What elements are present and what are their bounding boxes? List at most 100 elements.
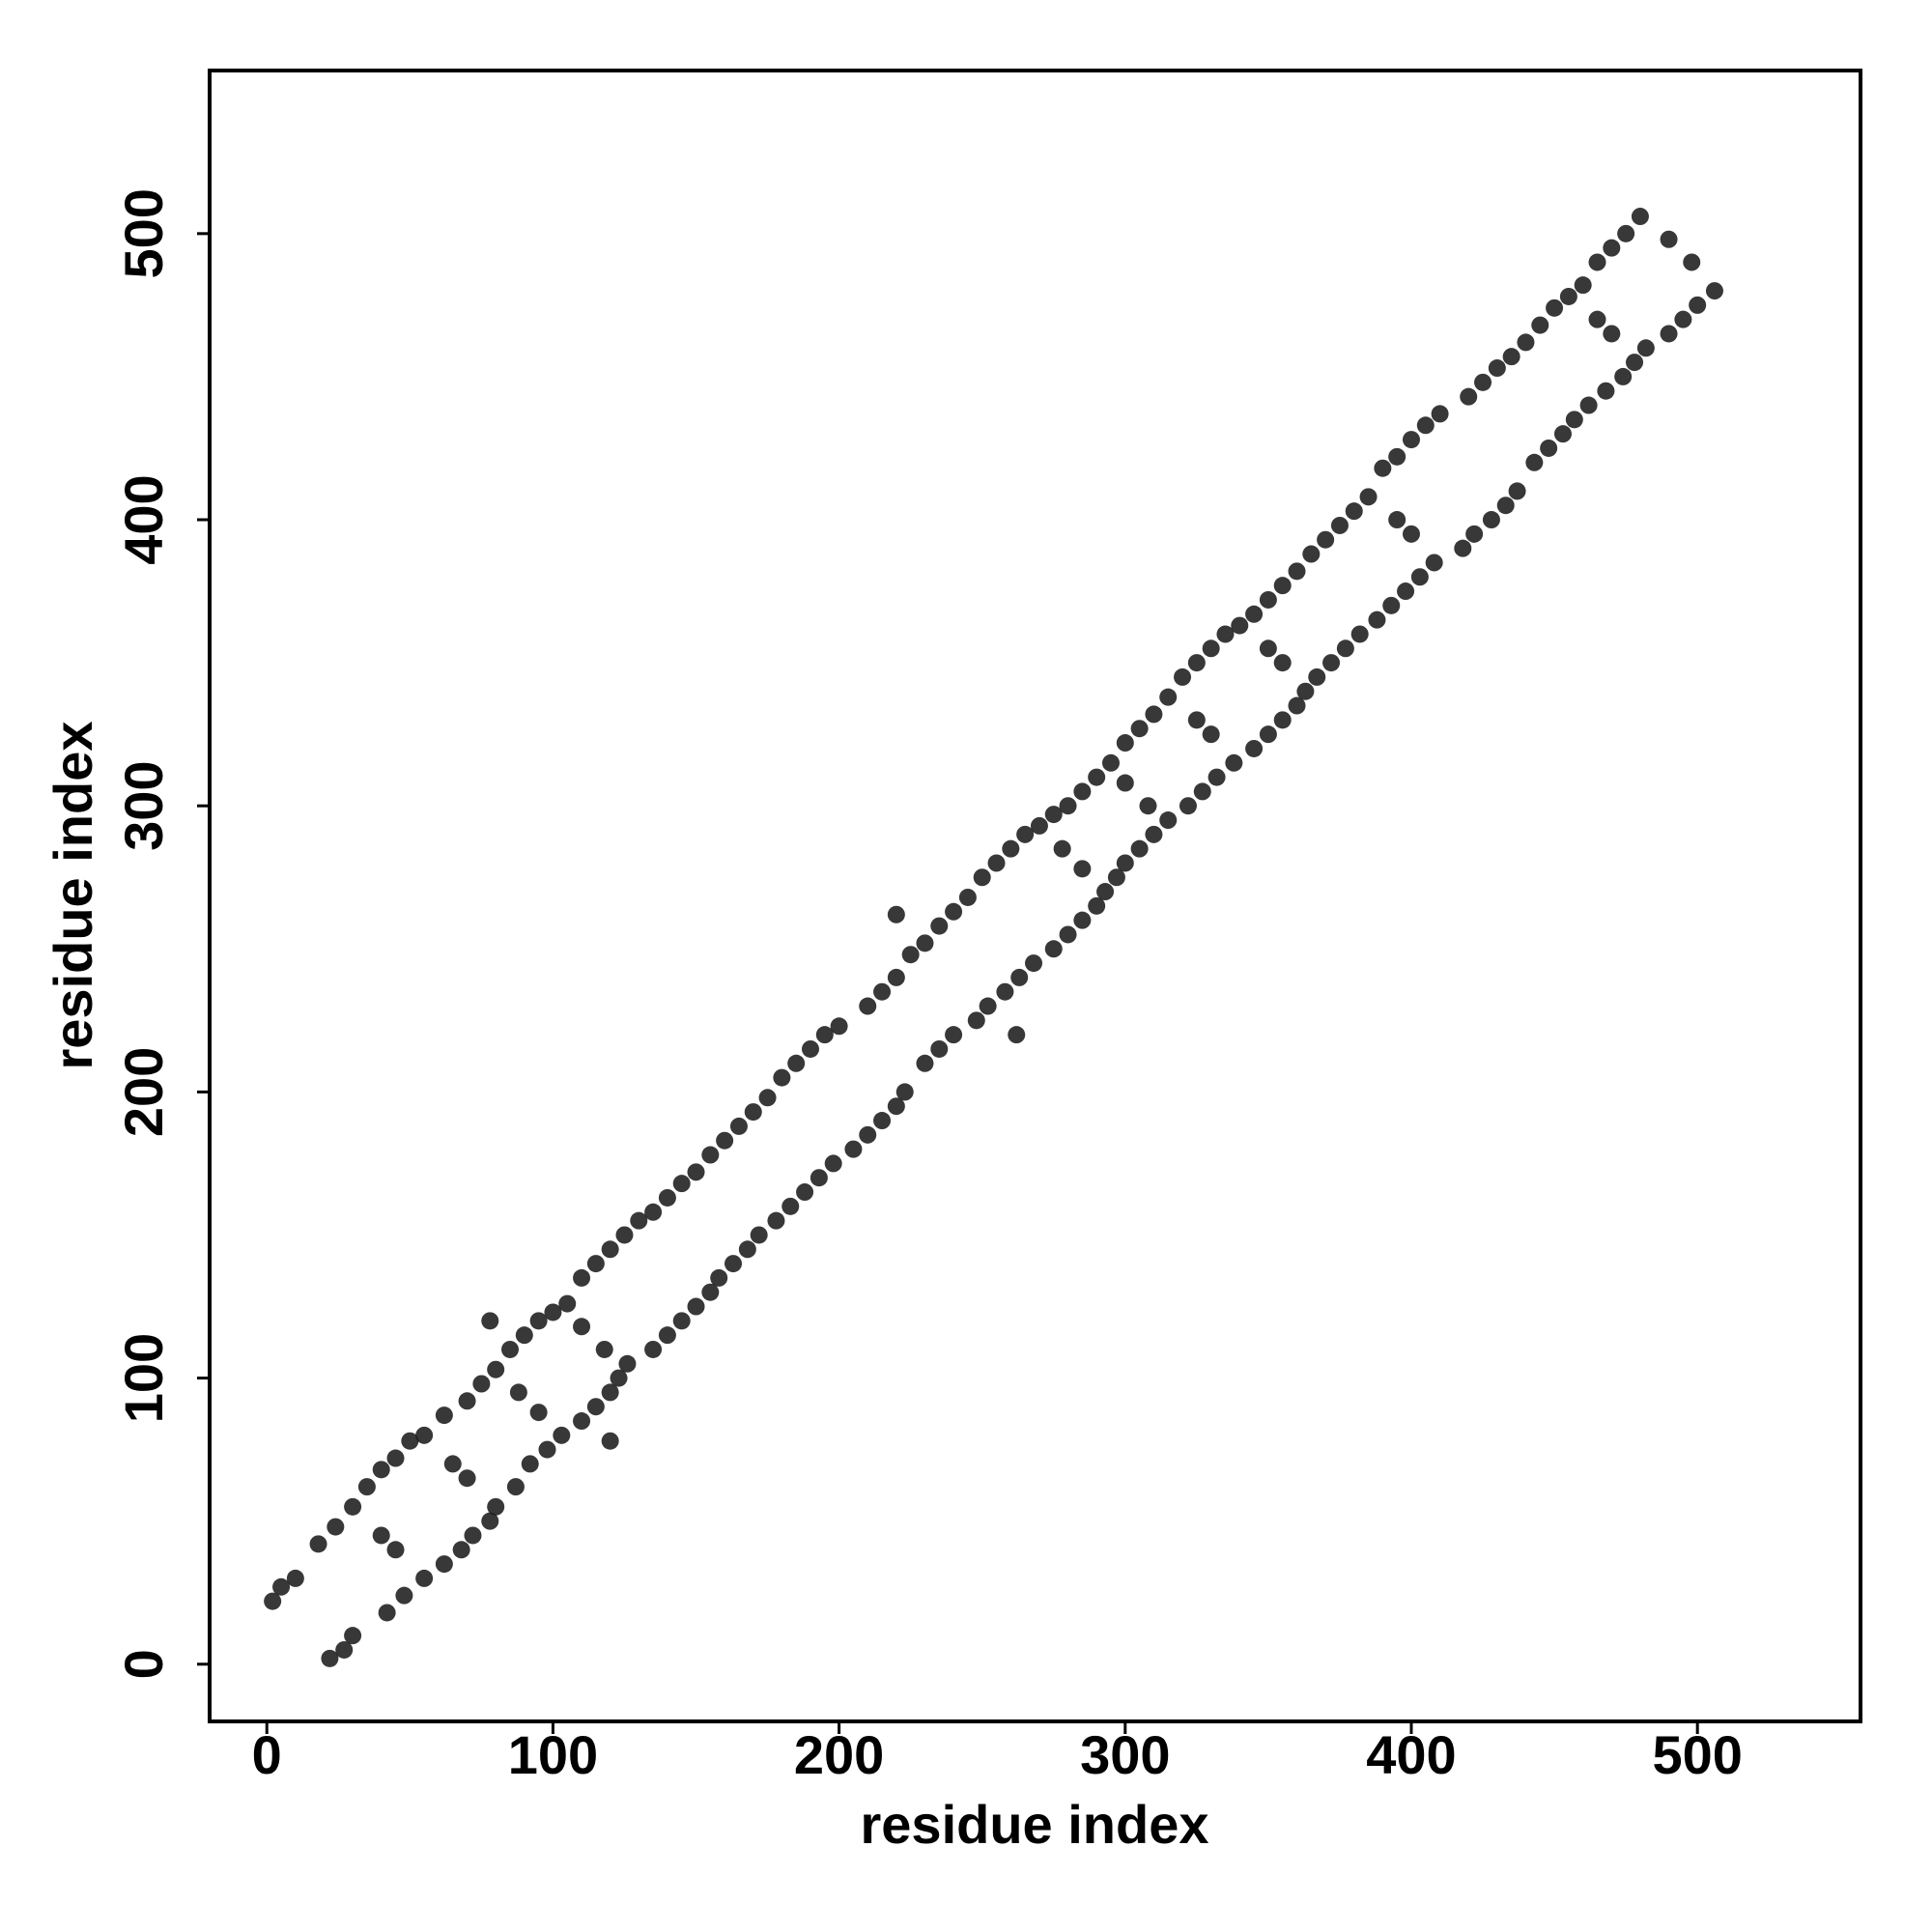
point — [595, 1340, 613, 1358]
point — [1660, 230, 1678, 248]
point — [973, 868, 991, 887]
point — [286, 1569, 304, 1587]
point — [801, 1039, 819, 1058]
point — [327, 1518, 345, 1536]
point — [378, 1604, 396, 1622]
point — [1088, 768, 1106, 786]
point — [1053, 839, 1071, 858]
point — [1231, 616, 1249, 635]
x-tick-label: 300 — [1080, 1724, 1170, 1785]
point — [1130, 720, 1149, 738]
point — [644, 1203, 663, 1221]
point — [1388, 447, 1406, 466]
point — [1574, 276, 1592, 295]
point — [887, 1097, 905, 1116]
point — [701, 1283, 720, 1301]
point — [321, 1649, 339, 1667]
point — [859, 997, 877, 1015]
y-tick-label: 0 — [113, 1649, 174, 1679]
point — [386, 1449, 405, 1467]
point — [1273, 577, 1292, 595]
point — [586, 1255, 605, 1273]
point — [515, 1326, 533, 1345]
point — [895, 1083, 914, 1101]
point — [1044, 940, 1063, 958]
y-axis-title: residue index — [43, 721, 103, 1069]
point — [1474, 373, 1492, 391]
point — [1565, 411, 1583, 429]
point — [1603, 325, 1621, 343]
point — [573, 1412, 591, 1431]
point — [1145, 705, 1163, 724]
point — [967, 1011, 985, 1030]
point — [916, 1054, 934, 1072]
point — [1302, 545, 1321, 563]
point — [1187, 654, 1206, 672]
point — [672, 1312, 691, 1330]
point — [729, 1117, 748, 1135]
point — [901, 946, 920, 964]
point — [1482, 511, 1500, 529]
point — [1288, 696, 1306, 715]
point — [1187, 711, 1206, 729]
point — [1259, 590, 1277, 609]
point — [529, 1312, 548, 1330]
point — [1096, 883, 1115, 901]
point — [615, 1226, 634, 1244]
y-tick-label: 400 — [113, 474, 174, 564]
point — [1431, 405, 1449, 423]
point — [767, 1211, 785, 1230]
point — [372, 1461, 390, 1479]
point — [529, 1404, 548, 1422]
point — [930, 1039, 949, 1058]
point — [658, 1188, 676, 1207]
point — [1116, 854, 1134, 872]
point — [1296, 682, 1315, 700]
point — [1660, 325, 1678, 343]
point — [1683, 253, 1701, 271]
point — [401, 1432, 419, 1450]
point — [1336, 639, 1354, 658]
point — [1159, 688, 1178, 706]
point — [586, 1398, 605, 1416]
y-tick-label: 300 — [113, 760, 174, 850]
y-tick-label: 200 — [113, 1047, 174, 1137]
point — [1517, 333, 1535, 352]
point — [1402, 525, 1420, 543]
point — [386, 1541, 405, 1559]
point — [787, 1054, 806, 1072]
point — [1626, 354, 1644, 372]
point — [1259, 725, 1277, 744]
point — [1636, 339, 1655, 357]
point — [1540, 439, 1558, 457]
point — [509, 1383, 527, 1402]
point — [1631, 208, 1649, 226]
point — [1008, 1026, 1026, 1044]
point — [1317, 530, 1335, 549]
point — [1359, 488, 1378, 506]
point — [538, 1440, 556, 1459]
point — [758, 1089, 777, 1107]
point — [1259, 639, 1277, 658]
point — [452, 1541, 470, 1559]
point — [1073, 782, 1092, 801]
x-tick-label: 400 — [1366, 1724, 1456, 1785]
point — [1345, 502, 1363, 521]
point — [335, 1640, 354, 1659]
point — [558, 1294, 577, 1313]
point — [1496, 497, 1515, 515]
y-tick-label: 500 — [113, 188, 174, 278]
point — [1193, 782, 1211, 801]
point — [1059, 797, 1077, 815]
point — [1139, 797, 1157, 815]
point — [521, 1455, 539, 1473]
x-tick-label: 200 — [794, 1724, 884, 1785]
point — [1488, 359, 1506, 378]
point — [672, 1175, 691, 1193]
point — [810, 1169, 828, 1187]
point — [500, 1340, 519, 1358]
point — [1603, 239, 1621, 257]
point — [873, 1112, 892, 1130]
point — [544, 1303, 562, 1321]
